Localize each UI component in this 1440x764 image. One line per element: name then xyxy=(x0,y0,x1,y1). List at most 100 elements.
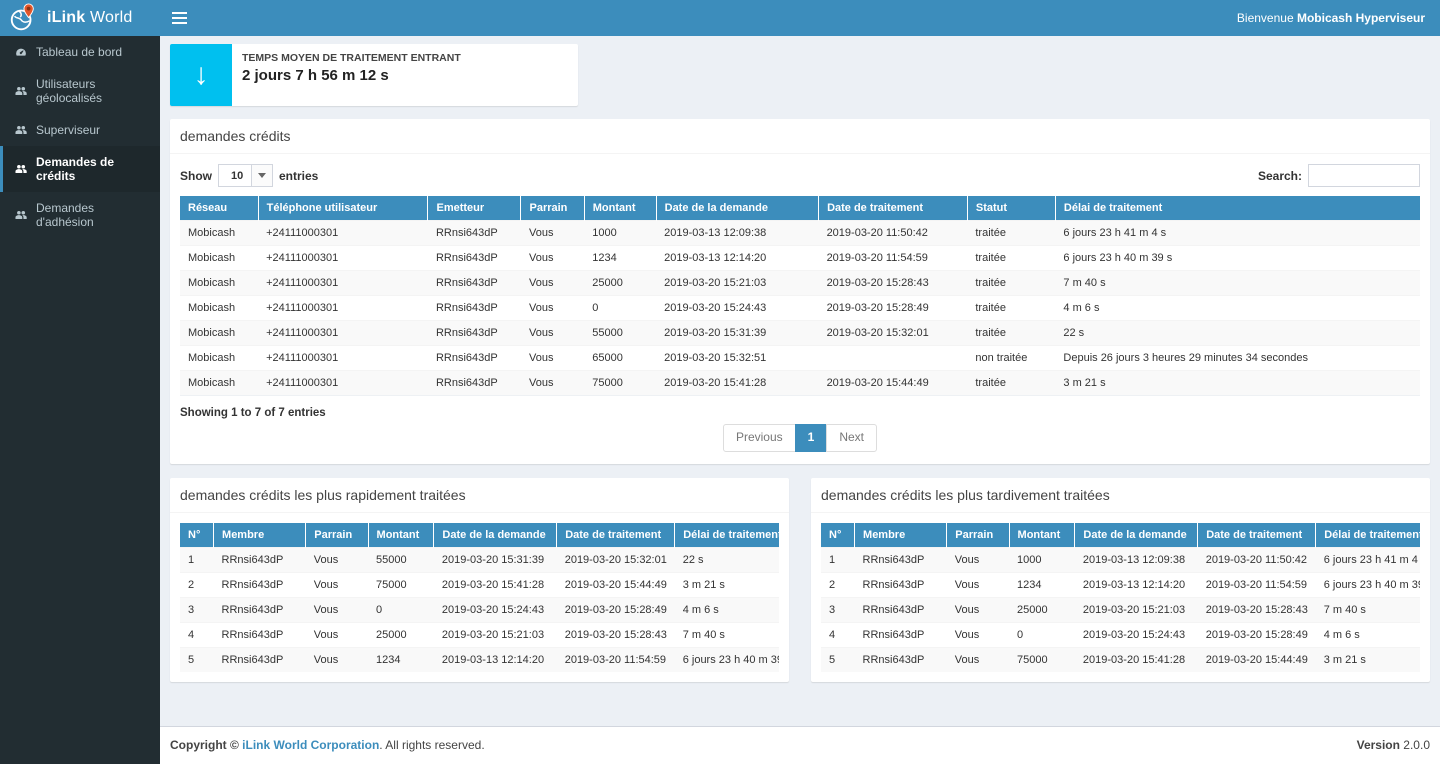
table-cell: 2019-03-13 12:14:20 xyxy=(433,646,557,672)
table-cell: RRnsi643dP xyxy=(213,571,306,598)
table-row: Mobicash +24111000301 RRnsi643dP Vous 0 2019-… xyxy=(180,295,1420,321)
sidebar-toggle-button[interactable] xyxy=(172,0,202,36)
table-cell: 2019-03-13 12:09:38 xyxy=(1074,546,1198,573)
table-row: 2 RRnsi643dP Vous 1234 2019-03-13 12:14:20 20… xyxy=(821,571,1420,598)
table-row: Mobicash +24111000301 RRnsi643dP Vous 55000 2… xyxy=(180,320,1420,346)
table-cell: 6 jours 23 h 40 m 39 s xyxy=(674,646,779,672)
footer: Copyright © iLink World Corporation. All… xyxy=(160,726,1440,764)
hamburger-icon xyxy=(172,17,187,19)
table-cell: Vous xyxy=(305,596,369,623)
table-cell: +24111000301 xyxy=(258,295,428,321)
table-cell: 2019-03-20 11:54:59 xyxy=(1197,571,1316,598)
users-icon xyxy=(14,124,28,137)
column-header-n: N° xyxy=(180,522,215,548)
column-header-delai-de-traitement[interactable]: Délai de traitement xyxy=(1055,196,1420,221)
stat-card: ↓ TEMPS MOYEN DE TRAITEMENT ENTRANT 2 jo… xyxy=(170,44,578,106)
column-header-date-de-la-demande[interactable]: Date de la demande xyxy=(656,196,820,221)
credits-table: Réseau Téléphone utilisateur Emetteur Parra… xyxy=(180,196,1420,396)
table-cell: 2019-03-20 15:28:49 xyxy=(1197,621,1316,648)
brand-name: iLink World xyxy=(47,9,133,26)
table-cell: non traitée xyxy=(967,345,1056,371)
table-cell: traitée xyxy=(967,245,1056,271)
table-cell: 2019-03-20 15:21:03 xyxy=(656,270,819,296)
page-length-select[interactable]: 10 xyxy=(219,165,272,186)
table-cell: Vous xyxy=(946,546,1010,573)
table-cell: Vous xyxy=(946,596,1010,623)
sidebar-item-tableau-de-bord[interactable]: Tableau de bord xyxy=(0,36,160,68)
pagination-next-button[interactable]: Next xyxy=(826,424,878,452)
column-header-parrain[interactable]: Parrain xyxy=(520,196,585,221)
table-cell: +24111000301 xyxy=(258,220,428,246)
table-cell: traitée xyxy=(967,220,1056,246)
table-cell: Mobicash xyxy=(180,295,259,321)
users-icon xyxy=(14,209,28,222)
table-row: Mobicash +24111000301 RRnsi643dP Vous 75000 2… xyxy=(180,370,1420,396)
column-header-telephone-utilisateur[interactable]: Téléphone utilisateur xyxy=(258,196,429,221)
table-controls: Show 10 entries Search: xyxy=(180,164,1420,187)
column-header-delai-de-traitement: Délai de traitement xyxy=(674,522,779,548)
column-header-date-de-traitement[interactable]: Date de traitement xyxy=(818,196,968,221)
column-header-date-de-la-demande: Date de la demande xyxy=(433,522,558,548)
table-cell: 2019-03-20 15:21:03 xyxy=(1074,596,1198,623)
sidebar-item-utilisateurs-geolocalises[interactable]: Utilisateurs géolocalisés xyxy=(0,68,160,114)
table-cell: 6 jours 23 h 41 m 4 s xyxy=(1055,220,1420,246)
sidebar-item-superviseur[interactable]: Superviseur xyxy=(0,114,160,146)
table-cell: 25000 xyxy=(368,621,434,648)
column-header-statut[interactable]: Statut xyxy=(967,196,1056,221)
sidebar-item-demandes-d-adhesion[interactable]: Demandes d'adhésion xyxy=(0,192,160,238)
column-header-delai-de-traitement: Délai de traitement xyxy=(1315,522,1420,548)
pagination-page-1-button[interactable]: 1 xyxy=(794,424,828,452)
stat-card-body: TEMPS MOYEN DE TRAITEMENT ENTRANT 2 jour… xyxy=(232,44,471,106)
table-cell: Vous xyxy=(305,621,369,648)
column-header-montant[interactable]: Montant xyxy=(584,196,657,221)
table-cell: 55000 xyxy=(584,320,657,346)
table-cell: RRnsi643dP xyxy=(427,220,521,246)
table-cell: traitée xyxy=(967,370,1056,396)
table-row: 1 RRnsi643dP Vous 55000 2019-03-20 15:31:39 2… xyxy=(180,546,779,573)
column-header-emetteur[interactable]: Emetteur xyxy=(427,196,522,221)
company-link[interactable]: iLink World Corporation xyxy=(242,738,380,752)
table-cell: 75000 xyxy=(584,370,657,396)
table-cell: 3 xyxy=(180,596,214,623)
slowest-table: N° Membre Parrain Montant Date de la demande… xyxy=(821,522,1420,672)
page-length-control: Show 10 entries xyxy=(180,164,318,187)
table-cell: RRnsi643dP xyxy=(427,295,521,321)
sidebar-item-demandes-de-credits[interactable]: Demandes de crédits xyxy=(0,146,160,192)
table-cell: 75000 xyxy=(1009,646,1075,672)
pagination: Previous 1 Next xyxy=(180,424,1420,452)
table-cell: Mobicash xyxy=(180,220,259,246)
table-header-row: N° Membre Parrain Montant Date de la demande… xyxy=(821,522,1420,548)
table-cell: +24111000301 xyxy=(258,345,428,371)
column-header-membre: Membre xyxy=(213,522,307,548)
table-row: Mobicash +24111000301 RRnsi643dP Vous 1000 20… xyxy=(180,220,1420,246)
table-cell: RRnsi643dP xyxy=(427,270,521,296)
table-row: 1 RRnsi643dP Vous 1000 2019-03-13 12:09:38 20… xyxy=(821,546,1420,573)
pagination-previous-button[interactable]: Previous xyxy=(722,424,796,452)
table-cell: Vous xyxy=(946,646,1010,672)
table-cell: 4 xyxy=(180,621,214,648)
users-icon xyxy=(14,85,28,98)
table-cell: Vous xyxy=(946,571,1010,598)
column-header-reseau[interactable]: Réseau xyxy=(180,196,259,221)
brand-logo[interactable]: iLink World xyxy=(0,0,160,36)
stat-card-title: TEMPS MOYEN DE TRAITEMENT ENTRANT xyxy=(242,52,461,64)
version-text: Version 2.0.0 xyxy=(1356,738,1430,752)
table-cell: 2019-03-20 15:24:43 xyxy=(656,295,819,321)
column-header-montant: Montant xyxy=(1009,522,1076,548)
search-input[interactable] xyxy=(1308,164,1420,187)
table-cell: 4 m 6 s xyxy=(674,596,779,623)
table-row: Mobicash +24111000301 RRnsi643dP Vous 65000 2… xyxy=(180,345,1420,371)
search-control: Search: xyxy=(1258,164,1420,187)
table-cell: 2019-03-20 15:21:03 xyxy=(433,621,557,648)
table-cell: Vous xyxy=(520,270,585,296)
table-cell: 2019-03-20 15:24:43 xyxy=(1074,621,1198,648)
column-header-date-de-traitement: Date de traitement xyxy=(556,522,676,548)
slowest-panel-title: demandes crédits les plus tardivement tr… xyxy=(811,478,1430,513)
table-cell: Depuis 26 jours 3 heures 29 minutes 34 s… xyxy=(1055,345,1420,371)
table-cell xyxy=(818,345,968,371)
table-cell: 1234 xyxy=(584,245,657,271)
table-cell: 1000 xyxy=(1009,546,1075,573)
table-cell: RRnsi643dP xyxy=(427,345,521,371)
table-cell: 0 xyxy=(368,596,434,623)
table-cell: 2 xyxy=(821,571,855,598)
